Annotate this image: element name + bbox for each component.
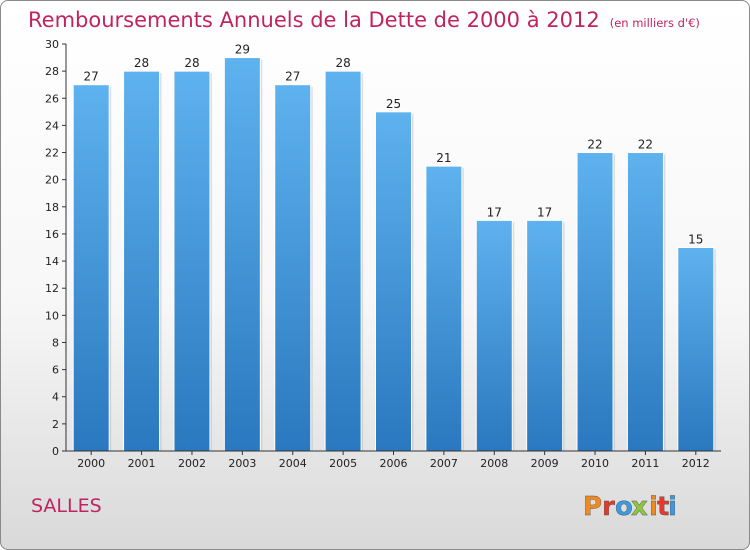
y-tick-label-2: 2 (52, 418, 59, 431)
x-tick-label-2005: 2005 (329, 457, 357, 470)
bar-2004 (274, 84, 312, 452)
x-tick-label-2003: 2003 (228, 457, 256, 470)
y-tick-label-4: 4 (52, 391, 59, 404)
x-tick-label-2012: 2012 (682, 457, 710, 470)
y-tick-label-30: 30 (45, 38, 59, 51)
y-tick-label-24: 24 (45, 119, 59, 132)
y-tick-label-26: 26 (45, 92, 59, 105)
x-tick-label-2002: 2002 (178, 457, 206, 470)
bar-2009 (526, 219, 564, 452)
value-label-2007: 21 (436, 151, 451, 165)
svg-text:x: x (631, 492, 648, 522)
value-label-2001: 28 (134, 56, 149, 70)
y-tick-label-16: 16 (45, 228, 59, 241)
bar-2005 (324, 70, 362, 452)
bar-2002 (173, 70, 211, 452)
value-label-2004: 27 (285, 70, 300, 84)
axes-group: 2000 2001 2002 2003 2004 2005 2006 2007 2008 2009… (45, 38, 721, 470)
value-label-2005: 28 (335, 56, 350, 70)
y-tick-label-20: 20 (45, 174, 59, 187)
y-tick-label-12: 12 (45, 282, 59, 295)
chart-title-text: Remboursements Annuels de la Dette de 20… (28, 8, 600, 32)
bar-2011 (626, 152, 664, 452)
svg-text:i: i (649, 492, 658, 522)
x-tick-label-2006: 2006 (380, 457, 408, 470)
y-tick-label-10: 10 (45, 309, 59, 322)
value-label-2010: 22 (587, 138, 602, 152)
x-tick-label-2000: 2000 (77, 457, 105, 470)
bar-2000 (72, 84, 110, 452)
chart-subtitle: (en milliers d'€) (609, 16, 700, 30)
value-label-2012: 15 (688, 233, 703, 247)
x-tick-label-2001: 2001 (128, 457, 156, 470)
svg-text:r: r (602, 492, 615, 522)
value-label-2003: 29 (235, 43, 250, 57)
y-tick-label-6: 6 (52, 364, 59, 377)
bars-group: 27 28 28 29 27 28 25 21 17 17 22 22 15 (72, 43, 716, 452)
value-label-2008: 17 (487, 205, 502, 219)
bar-2012 (677, 247, 715, 452)
bar-2003 (223, 57, 261, 452)
y-tick-label-28: 28 (45, 65, 59, 78)
svg-text:t: t (657, 492, 669, 522)
x-tick-label-2007: 2007 (430, 457, 458, 470)
bar-2007 (425, 165, 463, 452)
value-label-2002: 28 (184, 56, 199, 70)
commune-name: SALLES (31, 495, 102, 517)
bar-2010 (576, 152, 614, 452)
x-tick-label-2010: 2010 (581, 457, 609, 470)
y-tick-label-8: 8 (52, 336, 59, 349)
y-tick-label-0: 0 (52, 445, 59, 458)
value-label-2000: 27 (84, 70, 99, 84)
y-tick-label-18: 18 (45, 201, 59, 214)
bar-2001 (123, 70, 161, 452)
bar-2006 (375, 111, 412, 452)
x-tick-label-2008: 2008 (480, 457, 508, 470)
svg-text:o: o (615, 492, 633, 522)
chart-title: Remboursements Annuels de la Dette de 20… (28, 8, 700, 32)
svg-text:i: i (668, 492, 677, 522)
x-tick-label-2009: 2009 (531, 457, 559, 470)
y-tick-label-14: 14 (45, 255, 59, 268)
value-label-2011: 22 (638, 138, 653, 152)
value-label-2006: 25 (386, 97, 401, 111)
value-label-2009: 17 (537, 205, 552, 219)
svg-text:P: P (583, 492, 602, 522)
x-tick-label-2004: 2004 (279, 457, 307, 470)
x-tick-label-2011: 2011 (631, 457, 659, 470)
y-tick-label-22: 22 (45, 147, 59, 160)
bar-2008 (475, 219, 513, 452)
